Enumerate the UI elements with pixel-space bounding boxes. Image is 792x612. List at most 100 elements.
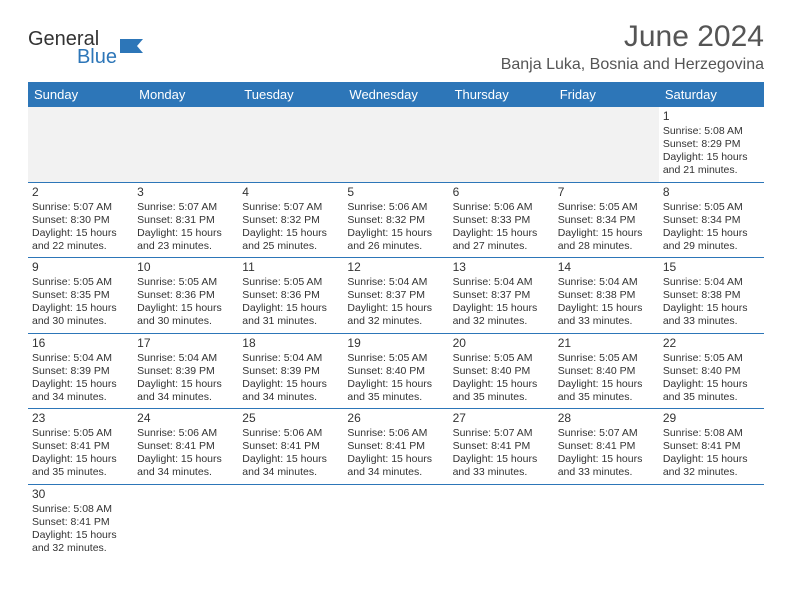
daylight-text: Daylight: 15 hours and 31 minutes. — [242, 302, 339, 328]
daylight-text: Daylight: 15 hours and 34 minutes. — [137, 378, 234, 404]
calendar-row: 2Sunrise: 5:07 AMSunset: 8:30 PMDaylight… — [28, 182, 764, 258]
daylight-text: Daylight: 15 hours and 23 minutes. — [137, 227, 234, 253]
day-header-saturday: Saturday — [659, 82, 764, 107]
sunrise-text: Sunrise: 5:06 AM — [453, 201, 550, 214]
sunset-text: Sunset: 8:39 PM — [32, 365, 129, 378]
sunrise-text: Sunrise: 5:05 AM — [347, 352, 444, 365]
calendar-cell-empty — [133, 484, 238, 559]
sunrise-text: Sunrise: 5:05 AM — [242, 276, 339, 289]
day-number: 29 — [663, 411, 760, 426]
calendar-cell-empty — [28, 107, 133, 182]
sunset-text: Sunset: 8:41 PM — [453, 440, 550, 453]
day-number: 22 — [663, 336, 760, 351]
sunset-text: Sunset: 8:40 PM — [453, 365, 550, 378]
day-number: 9 — [32, 260, 129, 275]
day-number: 2 — [32, 185, 129, 200]
day-number: 19 — [347, 336, 444, 351]
sunset-text: Sunset: 8:41 PM — [347, 440, 444, 453]
calendar-cell-day-30: 30Sunrise: 5:08 AMSunset: 8:41 PMDayligh… — [28, 484, 133, 559]
calendar-cell-empty — [449, 484, 554, 559]
flag-icon — [119, 37, 145, 59]
daylight-text: Daylight: 15 hours and 27 minutes. — [453, 227, 550, 253]
daylight-text: Daylight: 15 hours and 35 minutes. — [558, 378, 655, 404]
calendar-cell-day-10: 10Sunrise: 5:05 AMSunset: 8:36 PMDayligh… — [133, 258, 238, 334]
sunrise-text: Sunrise: 5:04 AM — [347, 276, 444, 289]
sunset-text: Sunset: 8:41 PM — [137, 440, 234, 453]
daylight-text: Daylight: 15 hours and 32 minutes. — [347, 302, 444, 328]
calendar-cell-day-2: 2Sunrise: 5:07 AMSunset: 8:30 PMDaylight… — [28, 182, 133, 258]
sunrise-text: Sunrise: 5:06 AM — [242, 427, 339, 440]
sunrise-text: Sunrise: 5:04 AM — [242, 352, 339, 365]
daylight-text: Daylight: 15 hours and 35 minutes. — [32, 453, 129, 479]
calendar-cell-day-23: 23Sunrise: 5:05 AMSunset: 8:41 PMDayligh… — [28, 409, 133, 485]
sunset-text: Sunset: 8:32 PM — [242, 214, 339, 227]
daylight-text: Daylight: 15 hours and 25 minutes. — [242, 227, 339, 253]
sunrise-text: Sunrise: 5:05 AM — [453, 352, 550, 365]
calendar-cell-empty — [554, 484, 659, 559]
daylight-text: Daylight: 15 hours and 34 minutes. — [137, 453, 234, 479]
sunset-text: Sunset: 8:31 PM — [137, 214, 234, 227]
calendar-cell-empty — [238, 107, 343, 182]
daylight-text: Daylight: 15 hours and 33 minutes. — [558, 302, 655, 328]
calendar-cell-empty — [659, 484, 764, 559]
day-header-friday: Friday — [554, 82, 659, 107]
calendar-cell-day-24: 24Sunrise: 5:06 AMSunset: 8:41 PMDayligh… — [133, 409, 238, 485]
day-number: 4 — [242, 185, 339, 200]
calendar-row: 30Sunrise: 5:08 AMSunset: 8:41 PMDayligh… — [28, 484, 764, 559]
sunset-text: Sunset: 8:30 PM — [32, 214, 129, 227]
sunrise-text: Sunrise: 5:08 AM — [663, 427, 760, 440]
calendar-body: 1Sunrise: 5:08 AMSunset: 8:29 PMDaylight… — [28, 107, 764, 559]
sunrise-text: Sunrise: 5:05 AM — [558, 201, 655, 214]
day-number: 11 — [242, 260, 339, 275]
sunset-text: Sunset: 8:35 PM — [32, 289, 129, 302]
sunset-text: Sunset: 8:33 PM — [453, 214, 550, 227]
daylight-text: Daylight: 15 hours and 30 minutes. — [32, 302, 129, 328]
sunrise-text: Sunrise: 5:05 AM — [32, 276, 129, 289]
calendar-row: 1Sunrise: 5:08 AMSunset: 8:29 PMDaylight… — [28, 107, 764, 182]
day-number: 1 — [663, 109, 760, 124]
calendar-row: 9Sunrise: 5:05 AMSunset: 8:35 PMDaylight… — [28, 258, 764, 334]
calendar-cell-day-9: 9Sunrise: 5:05 AMSunset: 8:35 PMDaylight… — [28, 258, 133, 334]
logo-text: General GeneBlue — [28, 30, 117, 66]
daylight-text: Daylight: 15 hours and 35 minutes. — [663, 378, 760, 404]
calendar-cell-day-14: 14Sunrise: 5:04 AMSunset: 8:38 PMDayligh… — [554, 258, 659, 334]
calendar-cell-empty — [554, 107, 659, 182]
sunrise-text: Sunrise: 5:04 AM — [558, 276, 655, 289]
sunrise-text: Sunrise: 5:08 AM — [663, 125, 760, 138]
calendar-cell-day-6: 6Sunrise: 5:06 AMSunset: 8:33 PMDaylight… — [449, 182, 554, 258]
calendar-cell-day-19: 19Sunrise: 5:05 AMSunset: 8:40 PMDayligh… — [343, 333, 448, 409]
daylight-text: Daylight: 15 hours and 32 minutes. — [663, 453, 760, 479]
daylight-text: Daylight: 15 hours and 33 minutes. — [663, 302, 760, 328]
day-number: 12 — [347, 260, 444, 275]
sunrise-text: Sunrise: 5:07 AM — [32, 201, 129, 214]
sunset-text: Sunset: 8:34 PM — [558, 214, 655, 227]
calendar-cell-day-28: 28Sunrise: 5:07 AMSunset: 8:41 PMDayligh… — [554, 409, 659, 485]
day-number: 18 — [242, 336, 339, 351]
daylight-text: Daylight: 15 hours and 34 minutes. — [347, 453, 444, 479]
day-number: 3 — [137, 185, 234, 200]
day-header-thursday: Thursday — [449, 82, 554, 107]
calendar-cell-day-16: 16Sunrise: 5:04 AMSunset: 8:39 PMDayligh… — [28, 333, 133, 409]
day-number: 27 — [453, 411, 550, 426]
sunrise-text: Sunrise: 5:04 AM — [137, 352, 234, 365]
daylight-text: Daylight: 15 hours and 22 minutes. — [32, 227, 129, 253]
sunrise-text: Sunrise: 5:05 AM — [137, 276, 234, 289]
calendar-cell-day-29: 29Sunrise: 5:08 AMSunset: 8:41 PMDayligh… — [659, 409, 764, 485]
day-number: 7 — [558, 185, 655, 200]
calendar-cell-day-4: 4Sunrise: 5:07 AMSunset: 8:32 PMDaylight… — [238, 182, 343, 258]
calendar-cell-day-15: 15Sunrise: 5:04 AMSunset: 8:38 PMDayligh… — [659, 258, 764, 334]
sunset-text: Sunset: 8:41 PM — [32, 516, 129, 529]
day-number: 5 — [347, 185, 444, 200]
header: General GeneBlue June 2024 Banja Luka, B… — [28, 20, 764, 74]
day-number: 6 — [453, 185, 550, 200]
sunset-text: Sunset: 8:32 PM — [347, 214, 444, 227]
calendar-cell-day-3: 3Sunrise: 5:07 AMSunset: 8:31 PMDaylight… — [133, 182, 238, 258]
daylight-text: Daylight: 15 hours and 21 minutes. — [663, 151, 760, 177]
sunset-text: Sunset: 8:41 PM — [663, 440, 760, 453]
calendar-cell-day-5: 5Sunrise: 5:06 AMSunset: 8:32 PMDaylight… — [343, 182, 448, 258]
daylight-text: Daylight: 15 hours and 26 minutes. — [347, 227, 444, 253]
calendar-table: SundayMondayTuesdayWednesdayThursdayFrid… — [28, 82, 764, 559]
day-number: 23 — [32, 411, 129, 426]
sunset-text: Sunset: 8:29 PM — [663, 138, 760, 151]
calendar-cell-day-27: 27Sunrise: 5:07 AMSunset: 8:41 PMDayligh… — [449, 409, 554, 485]
